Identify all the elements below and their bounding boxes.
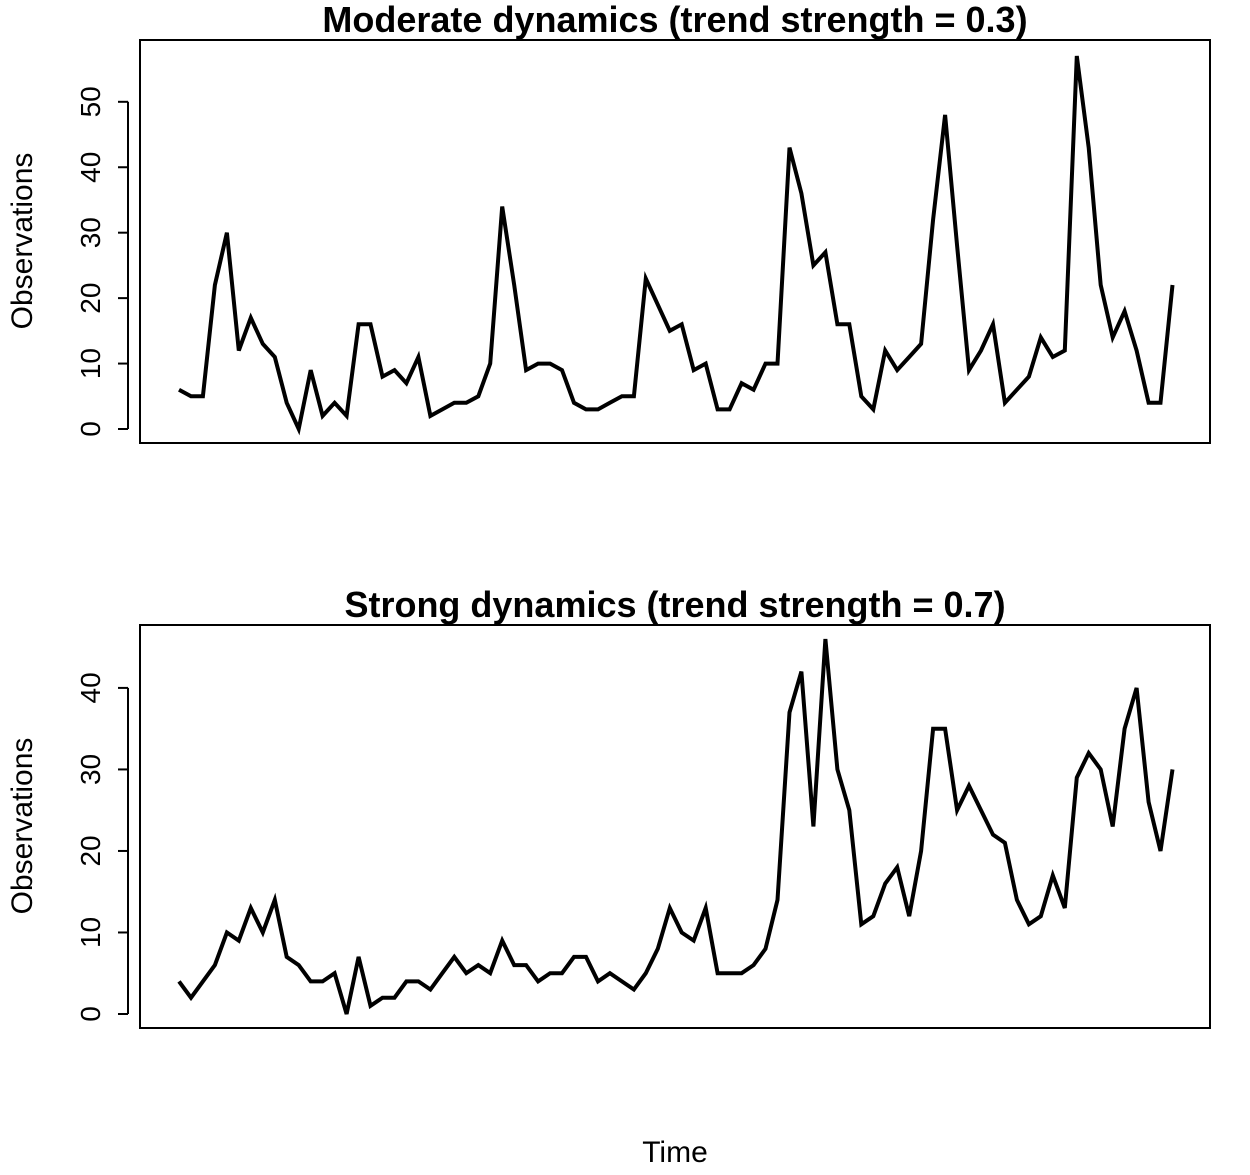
- series-strong: [177, 638, 1175, 1015]
- y-tick-label: 10: [75, 917, 106, 948]
- y-tick-label: 40: [75, 152, 106, 183]
- x-axis-label: Time: [642, 1136, 708, 1169]
- y-tick-label: 0: [75, 1006, 106, 1022]
- series-moderate: [178, 55, 1175, 436]
- y-tick-label: 40: [75, 672, 106, 703]
- y-tick-label: 50: [75, 86, 106, 117]
- y-axis: 0 10 20 30 40 50: [75, 86, 129, 437]
- panel-title: Moderate dynamics (trend strength = 0.3): [322, 0, 1027, 40]
- plot-frame: [139, 39, 1211, 444]
- y-axis-label: Observations: [6, 153, 39, 330]
- plot-frame: [139, 624, 1211, 1029]
- series-line: [178, 55, 1175, 436]
- y-tick-label: 0: [75, 421, 106, 437]
- panel-moderate: Moderate dynamics (trend strength = 0.3)…: [6, 0, 1211, 444]
- series-line: [177, 638, 1175, 1015]
- y-tick-label: 30: [75, 217, 106, 248]
- y-axis-label: Observations: [6, 738, 39, 915]
- y-axis: 0 10 20 30 40: [75, 672, 129, 1022]
- y-tick-label: 10: [75, 348, 106, 379]
- panel-strong: Strong dynamics (trend strength = 0.7) O…: [6, 584, 1211, 1029]
- panel-title: Strong dynamics (trend strength = 0.7): [344, 584, 1005, 625]
- y-tick-label: 30: [75, 754, 106, 785]
- y-tick-label: 20: [75, 835, 106, 866]
- y-tick-label: 20: [75, 283, 106, 314]
